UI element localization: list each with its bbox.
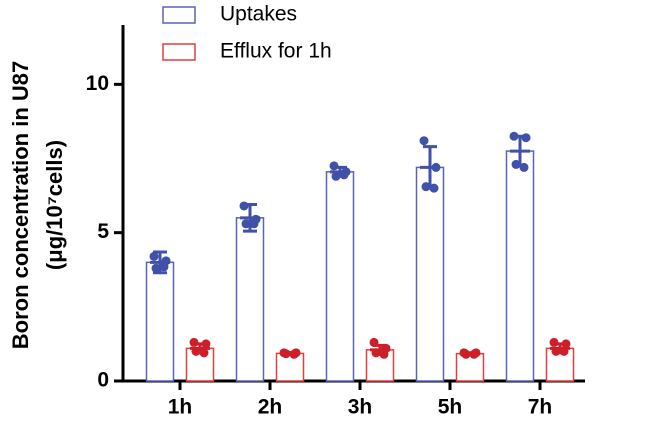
x-tick-label: 5h <box>438 396 463 419</box>
y-tick-label: 10 <box>86 72 109 95</box>
y-tick-label: 0 <box>97 369 109 392</box>
data-point <box>551 346 561 356</box>
bar <box>325 171 355 382</box>
data-point <box>281 349 291 359</box>
legend-swatch <box>162 6 196 24</box>
legend-label: Efflux for 1h <box>220 40 332 63</box>
data-point <box>561 339 571 349</box>
error-bar <box>550 342 570 355</box>
data-point <box>431 162 441 172</box>
data-point <box>371 348 381 358</box>
data-point <box>521 133 531 143</box>
data-point <box>189 337 199 347</box>
legend-swatch <box>162 43 196 61</box>
data-point <box>191 346 201 356</box>
data-point <box>339 170 349 180</box>
error-bar <box>370 343 390 356</box>
data-point <box>151 263 161 273</box>
x-tick-label: 7h <box>528 396 553 419</box>
x-tick-label: 2h <box>258 396 283 419</box>
data-point <box>559 346 569 356</box>
data-point <box>419 136 429 146</box>
data-point <box>511 159 521 169</box>
data-point <box>249 219 259 229</box>
error-bar <box>420 145 440 190</box>
bar <box>275 352 305 382</box>
x-tick-label: 1h <box>168 396 193 419</box>
error-bar <box>330 165 350 178</box>
data-point <box>159 262 169 272</box>
data-point <box>549 337 559 347</box>
data-point <box>509 131 519 141</box>
data-point <box>429 183 439 193</box>
bar <box>415 166 445 382</box>
data-point <box>331 171 341 181</box>
data-point <box>241 219 251 229</box>
data-point <box>289 349 299 359</box>
data-point <box>201 339 211 349</box>
data-point <box>461 349 471 359</box>
data-point <box>329 161 339 171</box>
y-axis-label: Boron concentration in U87 <box>8 61 33 349</box>
bar <box>235 217 265 382</box>
data-point <box>519 162 529 172</box>
data-point <box>369 337 379 347</box>
y-axis-label: (μg/10⁷cells) <box>42 140 67 270</box>
error-bar <box>240 202 260 233</box>
data-point <box>469 349 479 359</box>
bar <box>455 352 485 382</box>
y-tick-label: 5 <box>97 220 109 243</box>
data-point <box>199 348 209 358</box>
data-point <box>149 251 159 261</box>
error-bar <box>510 134 530 168</box>
data-point <box>421 182 431 192</box>
bar <box>145 261 175 382</box>
data-point <box>239 201 249 211</box>
data-point <box>379 349 389 359</box>
bar <box>505 150 535 382</box>
legend-label: Uptakes <box>220 3 297 26</box>
error-bar <box>150 250 170 275</box>
error-bar <box>190 342 210 355</box>
x-tick-label: 3h <box>348 396 373 419</box>
